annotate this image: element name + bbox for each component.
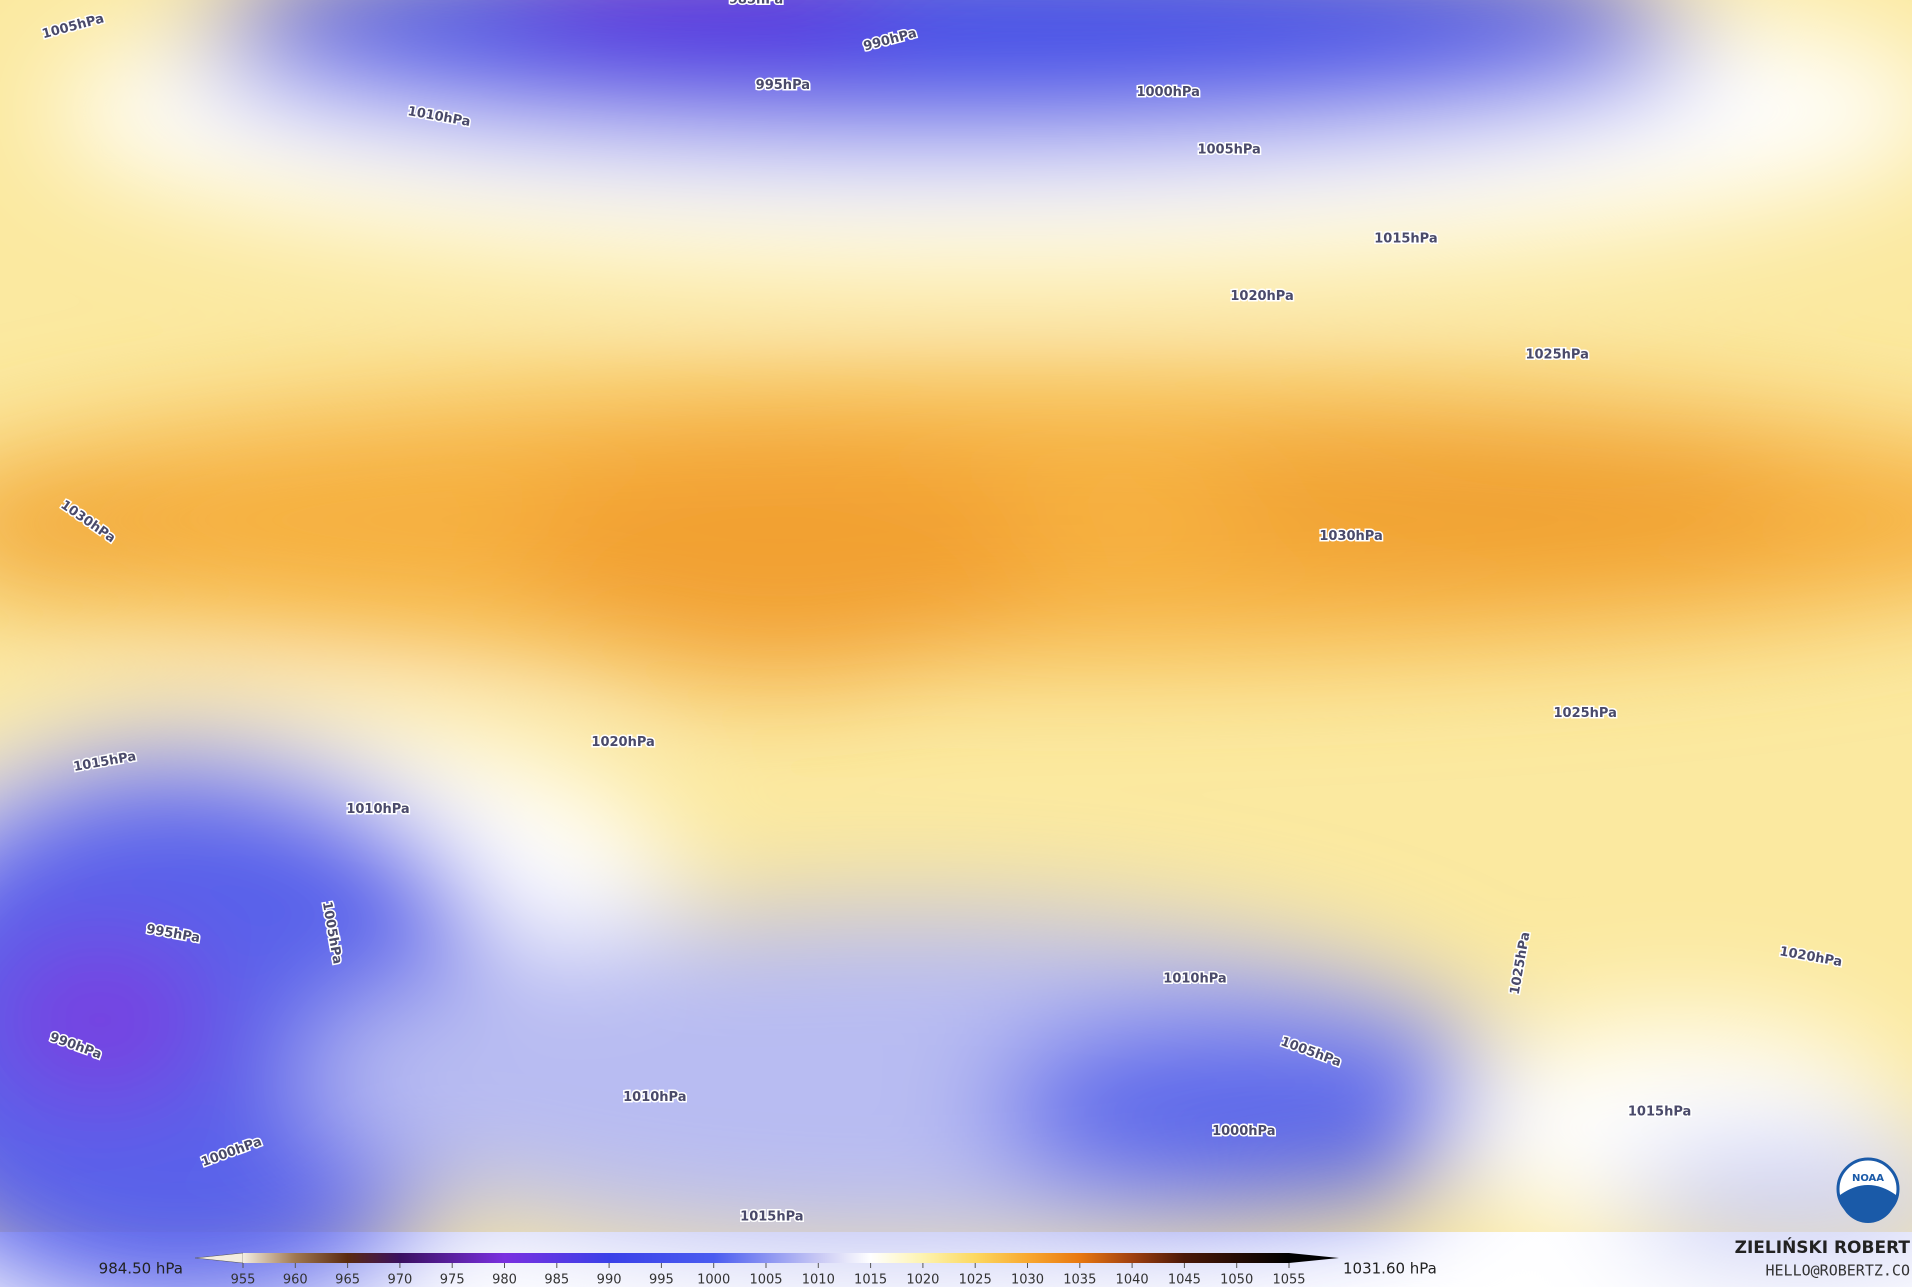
isobar-label: 1030hPa bbox=[1319, 529, 1382, 544]
colorbar-tick-label: 990 bbox=[597, 1273, 622, 1287]
isobar-label: 995hPa bbox=[756, 78, 810, 93]
logo-text: NOAA bbox=[1852, 1173, 1884, 1184]
colorbar-tick-label: 965 bbox=[335, 1273, 360, 1287]
colorbar-tick-label: 1020 bbox=[906, 1273, 939, 1287]
colorbar-tick-label: 970 bbox=[387, 1273, 412, 1287]
colorbar-tick-label: 1055 bbox=[1272, 1273, 1305, 1287]
colorbar-tick-label: 975 bbox=[440, 1273, 465, 1287]
isobar-label: 1015hPa bbox=[1628, 1105, 1691, 1120]
contact: HELLO@ROBERTZ.CO bbox=[1766, 1262, 1911, 1280]
colorbar-tick-label: 1050 bbox=[1220, 1273, 1253, 1287]
colorbar-tick-label: 995 bbox=[649, 1273, 674, 1287]
colorbar-tick-label: 1030 bbox=[1011, 1273, 1044, 1287]
colorbar-tick-label: 1035 bbox=[1063, 1273, 1096, 1287]
isobar-label: 1020hPa bbox=[1230, 289, 1293, 304]
colorbar-tick-label: 980 bbox=[492, 1273, 517, 1287]
isobar-label: 1010hPa bbox=[623, 1090, 686, 1105]
colorbar-tick-label: 1040 bbox=[1116, 1273, 1149, 1287]
max-pressure: 1031.60 hPa bbox=[1343, 1260, 1437, 1278]
min-pressure: 984.50 hPa bbox=[99, 1260, 183, 1278]
isobar-label: 1015hPa bbox=[1374, 232, 1437, 247]
colorbar-tick-label: 1045 bbox=[1168, 1273, 1201, 1287]
colorbar: 984.50 hPa 1031.60 hPa 955 960 965 970 975 98… bbox=[99, 1252, 1437, 1287]
colorbar-tick-label: 1000 bbox=[697, 1273, 730, 1287]
colorbar-tick-label: 1005 bbox=[749, 1273, 782, 1287]
noaa-logo: NOAA bbox=[1836, 1157, 1900, 1223]
isobar-label: 1010hPa bbox=[1163, 972, 1226, 987]
isobar-label: 1000hPa bbox=[1212, 1124, 1275, 1139]
colorbar-high-end bbox=[1289, 1253, 1339, 1263]
colorbar-tick-label: 960 bbox=[283, 1273, 308, 1287]
colorbar-tick-label: 1025 bbox=[959, 1273, 992, 1287]
colorbar-gradient bbox=[243, 1253, 1289, 1263]
colorbar-tick-label: 1010 bbox=[802, 1273, 835, 1287]
isobar-label: 1010hPa bbox=[346, 802, 409, 817]
colorbar-tick-label: 955 bbox=[231, 1273, 256, 1287]
colorbar-tick-label: 1015 bbox=[854, 1273, 887, 1287]
colorbar-tick-label: 985 bbox=[544, 1273, 569, 1287]
isobar-label: 1020hPa bbox=[591, 735, 654, 750]
isobar-label: 1005hPa bbox=[1197, 142, 1260, 157]
isobar-label: 985hPa bbox=[729, 0, 783, 8]
isobar-label: 1025hPa bbox=[1554, 706, 1617, 721]
isobar-label: 1025hPa bbox=[1525, 347, 1588, 362]
author: ZIELIŃSKI ROBERT bbox=[1735, 1236, 1911, 1258]
isobar-label: 1000hPa bbox=[1136, 85, 1199, 100]
isobar-label: 1015hPa bbox=[740, 1209, 803, 1224]
